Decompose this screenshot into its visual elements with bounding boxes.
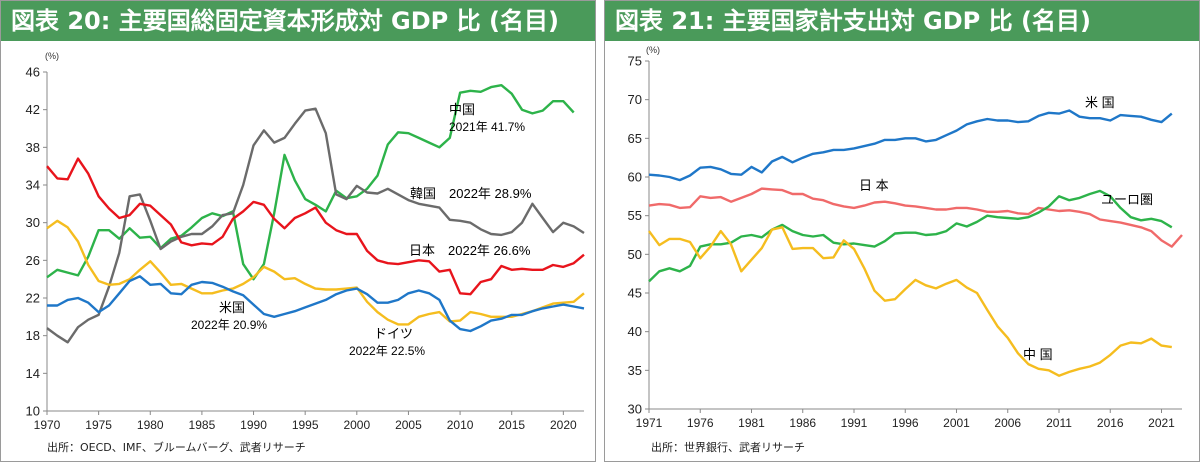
- series-line-中国: [46, 83, 575, 281]
- x-tick-label: 2016: [1097, 416, 1124, 430]
- series-annotation: 韓国 2022年 28.9%: [410, 186, 532, 201]
- series-annotation: ユーロ圏: [1101, 192, 1153, 207]
- y-tick-label: 34: [26, 178, 40, 193]
- series-line-韓国: [46, 107, 585, 344]
- series-annotation-value: 2021年 41.7%: [449, 120, 525, 134]
- x-tick-label: 2011: [1046, 416, 1072, 430]
- y-tick-label: 38: [26, 140, 40, 155]
- y-tick-label: 18: [26, 328, 40, 343]
- series-line-日本: [46, 157, 585, 296]
- y-tick-label: 30: [26, 215, 40, 230]
- y-tick-label: 50: [628, 247, 642, 262]
- chart-title: 図表 21: 主要国家計支出対 GDP 比 (名目): [605, 1, 1199, 41]
- x-tick-label: 1995: [292, 418, 319, 432]
- y-tick-label: 60: [628, 170, 642, 185]
- series-line-米国: [648, 109, 1173, 182]
- y-tick-label: 10: [26, 404, 40, 419]
- y-tick-label: 14: [26, 366, 40, 381]
- source-note: 出所：世界銀行、武者リサーチ: [651, 441, 805, 454]
- y-tick-label: 40: [628, 324, 642, 339]
- x-tick-label: 1981: [738, 416, 765, 430]
- x-tick-label: 2001: [943, 416, 970, 430]
- x-tick-label: 1985: [189, 418, 216, 432]
- chart-panel-household-spending: 図表 21: 主要国家計支出対 GDP 比 (名目) (%) 30 35 40 45 50…: [604, 0, 1200, 462]
- series-annotation: ドイツ: [374, 326, 413, 341]
- x-tick-label: 1986: [789, 416, 816, 430]
- series-annotation-value: 2022年 20.9%: [191, 318, 267, 332]
- x-tick-label: 1991: [841, 416, 868, 430]
- y-axis-unit: (%): [646, 45, 660, 55]
- y-tick-label: 26: [26, 253, 40, 268]
- source-note: 出所：OECD、IMF、ブルームバーグ、武者リサーチ: [47, 441, 306, 454]
- series-annotation-value: 2022年 22.5%: [349, 344, 425, 358]
- y-tick-label: 45: [628, 286, 642, 301]
- x-tick-label: 2000: [343, 418, 370, 432]
- x-tick-label: 1976: [687, 416, 714, 430]
- x-tick-label: 1971: [636, 416, 663, 430]
- y-tick-label: 22: [26, 291, 40, 306]
- x-tick-label: 2021: [1148, 416, 1175, 430]
- chart-panel-gross-fixed-capital: 図表 20: 主要国総固定資本形成対 GDP 比 (名目) (%) 10 14 18 2…: [0, 0, 596, 462]
- x-tick-label: 2015: [498, 418, 525, 432]
- series-annotation: 米国: [219, 300, 245, 315]
- x-tick-label: 2020: [550, 418, 577, 432]
- y-tick-label: 55: [628, 208, 642, 223]
- series-annotation: 米 国: [1085, 95, 1115, 110]
- x-tick-label: 1980: [137, 418, 164, 432]
- series-line-ユーロ圏: [648, 189, 1173, 283]
- x-tick-label: 2006: [994, 416, 1021, 430]
- chart-title: 図表 20: 主要国総固定資本形成対 GDP 比 (名目): [1, 1, 595, 41]
- y-tick-label: 35: [628, 363, 642, 378]
- series-annotation: 中国: [449, 102, 475, 117]
- x-tick-label: 2010: [447, 418, 474, 432]
- x-tick-label: 1970: [34, 418, 61, 432]
- series-line-日本: [648, 187, 1183, 248]
- x-tick-label: 1990: [240, 418, 267, 432]
- chart-svg: (%) 30 35 40 45 50 55 60 65 70 75 1971 1976 1981 1986 1…: [628, 45, 1183, 430]
- series-annotation: 日本 2022年 26.6%: [409, 243, 531, 258]
- y-tick-label: 42: [26, 102, 40, 117]
- series-line-ドイツ: [46, 219, 585, 326]
- x-tick-label: 1975: [85, 418, 112, 432]
- series-line-中国: [648, 226, 1172, 377]
- x-tick-label: 2005: [395, 418, 422, 432]
- y-tick-label: 46: [26, 65, 40, 80]
- chart-svg: (%) 10 14 18 22 26 30 34 38 42 46 1970 1975 1980 1985 1…: [26, 51, 585, 432]
- y-tick-label: 30: [628, 402, 642, 417]
- y-tick-label: 70: [628, 92, 642, 107]
- series-annotation: 中 国: [1023, 347, 1053, 362]
- x-tick-label: 1996: [892, 416, 919, 430]
- y-tick-label: 75: [628, 54, 642, 69]
- y-axis-unit: (%): [45, 51, 59, 61]
- series-annotation: 日 本: [859, 178, 889, 193]
- y-tick-label: 65: [628, 131, 642, 146]
- series-line-米国: [47, 275, 585, 333]
